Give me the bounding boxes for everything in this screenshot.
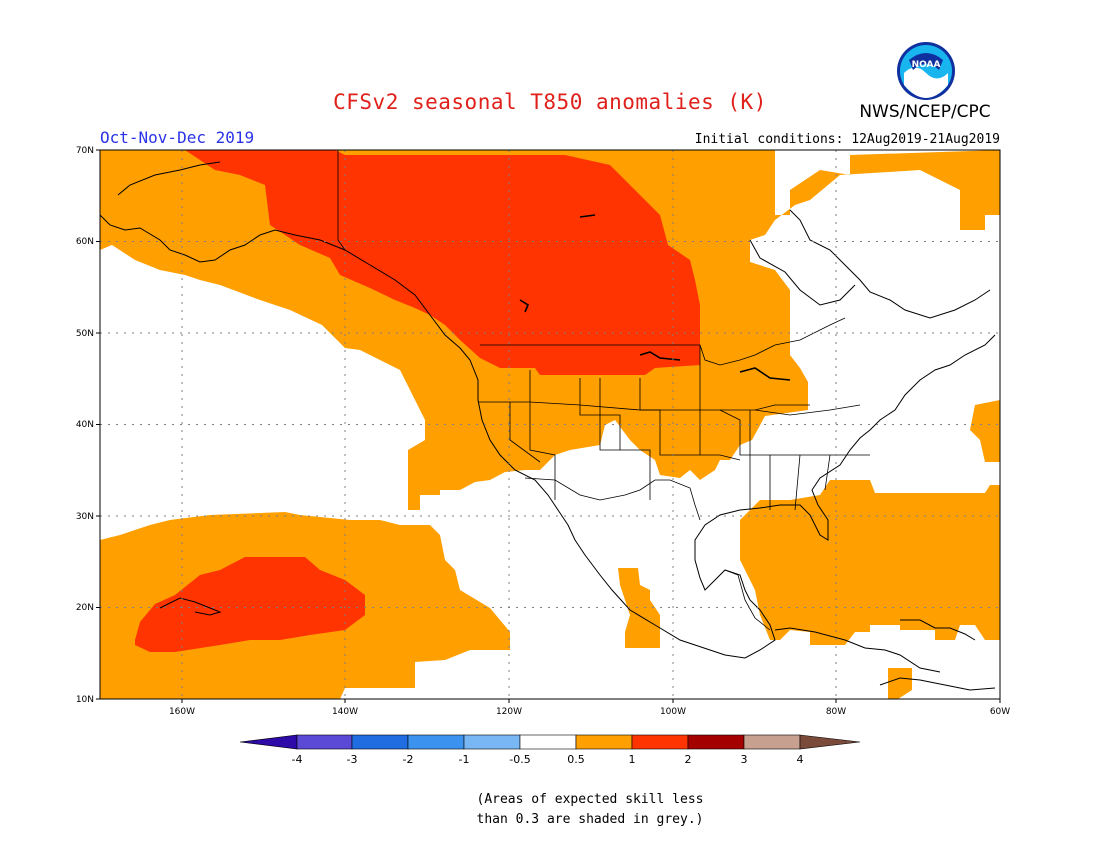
- anomaly-region-1-to-2: [135, 150, 700, 652]
- colorbar-swatch: [631, 734, 689, 750]
- coastlines: [100, 161, 996, 691]
- lat-label: 60N: [76, 237, 94, 247]
- colorbar-swatch: [687, 734, 745, 750]
- colorbar-label: -2: [403, 753, 414, 766]
- lat-label: 40N: [76, 420, 94, 430]
- colorbar-label: 3: [741, 753, 748, 766]
- colorbar-swatch: [575, 734, 633, 750]
- colorbar-swatch: [743, 734, 801, 750]
- lon-label: 80W: [826, 707, 846, 717]
- colorbar-label: -0.5: [509, 753, 530, 766]
- gridlines: [100, 150, 1000, 699]
- skill-footnote-line-2: than 0.3 are shaded in grey.): [476, 812, 704, 827]
- skill-footnote-line-1: (Areas of expected skill less: [476, 792, 704, 807]
- colorbar-label: 4: [797, 753, 804, 766]
- colorbar-label: 2: [685, 753, 692, 766]
- lakes: [519, 214, 791, 381]
- noaa-logo: NOAA: [897, 42, 955, 100]
- lat-label: 30N: [76, 512, 94, 522]
- colorbar-label: 0.5: [567, 753, 585, 766]
- colorbar-label: 1: [629, 753, 636, 766]
- colorbar-arrow-right: [799, 734, 861, 750]
- tick-marks: [96, 149, 1001, 703]
- colorbar-arrow-left: [239, 734, 298, 750]
- colorbar-swatch: [296, 734, 353, 750]
- lon-label: 140W: [332, 707, 358, 717]
- colorbar-swatch: [519, 734, 577, 750]
- lon-label: 160W: [169, 707, 195, 717]
- chart-title: CFSv2 seasonal T850 anomalies (K): [333, 90, 767, 114]
- lat-label: 70N: [76, 146, 94, 156]
- colorbar-label: -1: [459, 753, 470, 766]
- colorbar-swatch: [463, 734, 521, 750]
- lon-label: 60W: [990, 707, 1010, 717]
- initial-conditions-label: Initial conditions: 12Aug2019-21Aug2019: [694, 132, 1000, 147]
- lon-label: 100W: [660, 707, 686, 717]
- colorbar-swatch: [351, 734, 409, 750]
- season-label: Oct-Nov-Dec 2019: [100, 128, 255, 147]
- colorbar-swatch: [407, 734, 465, 750]
- organization-label: NWS/NCEP/CPC: [859, 102, 991, 122]
- lat-label: 50N: [76, 329, 94, 339]
- colorbar: -4 -3 -2 -1 -0.5 0.5 1 2 3 4: [239, 734, 861, 766]
- colorbar-label: -4: [292, 753, 303, 766]
- noaa-logo-text: NOAA: [912, 60, 941, 70]
- lon-label: 120W: [496, 707, 522, 717]
- lat-label: 10N: [76, 695, 94, 705]
- lat-label: 20N: [76, 603, 94, 613]
- colorbar-label: -3: [347, 753, 358, 766]
